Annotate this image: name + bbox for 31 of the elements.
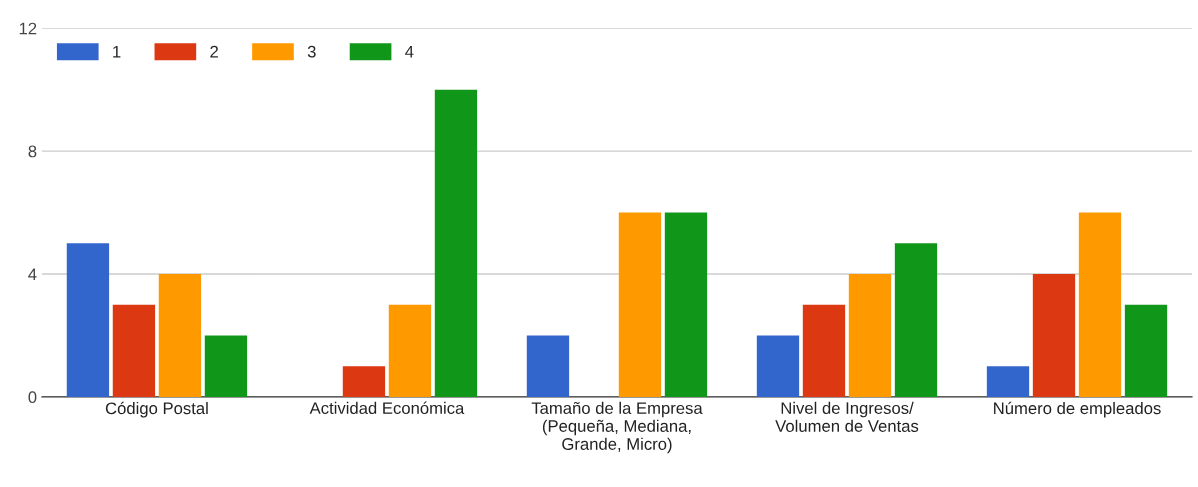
y-tick-label: 8 <box>28 145 37 158</box>
x-tick-label: Número de empleados <box>994 401 1161 418</box>
legend-label: 1 <box>113 45 121 58</box>
bar <box>1032 274 1076 397</box>
x-tick-label: Actividad Económica <box>309 401 465 415</box>
legend-label: 4 <box>405 45 414 58</box>
bar <box>802 304 846 397</box>
x-tick-label: Código Postal <box>105 401 208 418</box>
y-tick-label: 12 <box>19 22 37 35</box>
bar <box>204 335 248 397</box>
bar <box>848 274 892 397</box>
y-tick-label: 0 <box>28 391 37 404</box>
bar <box>664 212 708 397</box>
bar <box>112 304 156 397</box>
bar <box>986 366 1030 397</box>
bar <box>342 366 386 397</box>
bar <box>618 212 662 397</box>
bar <box>526 335 570 397</box>
bar <box>388 304 432 397</box>
x-tick-label: Tamaño de la Empresa (Pequeña, Mediana, Grande, Micro) <box>531 401 703 454</box>
legend-label: 3 <box>307 45 316 58</box>
bar <box>1124 304 1168 397</box>
bar <box>434 89 478 397</box>
bar <box>756 335 800 397</box>
x-tick-label: Nivel de Ingresos/ Volumen de Ventas <box>775 401 919 432</box>
bar <box>66 243 110 397</box>
legend-label: 2 <box>210 45 218 58</box>
y-tick-label: 4 <box>28 268 37 281</box>
bar <box>1078 212 1122 397</box>
bar <box>894 243 938 397</box>
bar <box>158 274 202 397</box>
